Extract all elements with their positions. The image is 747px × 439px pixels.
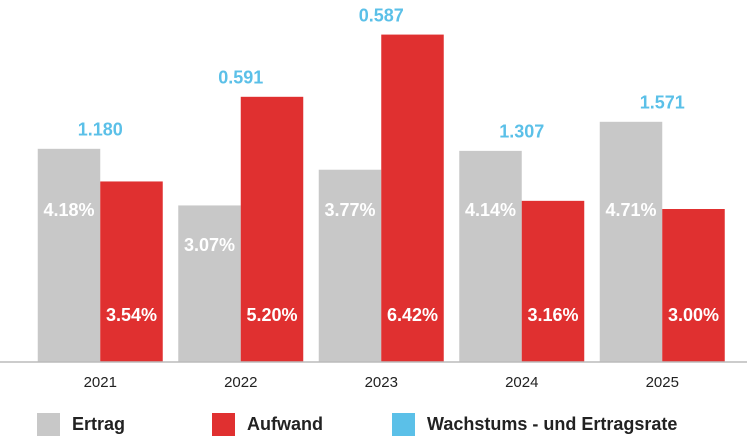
bar: [599, 121, 663, 362]
bar: [37, 148, 101, 362]
value-label: 6.42%: [387, 305, 438, 325]
bar: [521, 200, 585, 362]
bar: [178, 205, 241, 362]
rate-label: 1.307: [499, 122, 544, 142]
bar: [662, 209, 725, 362]
rate-label: 1.571: [640, 93, 685, 113]
x-tick-label: 2025: [646, 374, 679, 391]
rate-label: 1.180: [78, 120, 123, 140]
legend-swatch: [392, 413, 415, 436]
x-tick-label: 2023: [365, 374, 398, 391]
rate-label: 0.591: [218, 68, 263, 88]
rate-label: 0.587: [359, 5, 404, 25]
legend-label: Wachstums - und Ertragsrate: [427, 414, 677, 434]
x-tick-label: 2021: [84, 374, 117, 391]
value-label: 5.20%: [246, 305, 297, 325]
value-label: 3.16%: [527, 305, 578, 325]
bar: [100, 181, 163, 362]
legend-label: Aufwand: [247, 414, 323, 434]
value-label: 4.18%: [43, 200, 94, 220]
x-tick-label: 2024: [505, 374, 538, 391]
legend-swatch: [212, 413, 235, 436]
bar: [240, 96, 304, 363]
value-label: 3.54%: [106, 305, 157, 325]
value-label: 3.77%: [324, 200, 375, 220]
value-label: 4.14%: [465, 200, 516, 220]
bar: [318, 169, 382, 362]
value-label: 3.07%: [184, 235, 235, 255]
value-label: 4.71%: [605, 200, 656, 220]
x-tick-label: 2022: [224, 374, 257, 391]
bar: [459, 150, 522, 362]
legend-label: Ertrag: [72, 414, 125, 434]
legend-swatch: [37, 413, 60, 436]
bar: [381, 34, 444, 363]
value-label: 3.00%: [668, 305, 719, 325]
